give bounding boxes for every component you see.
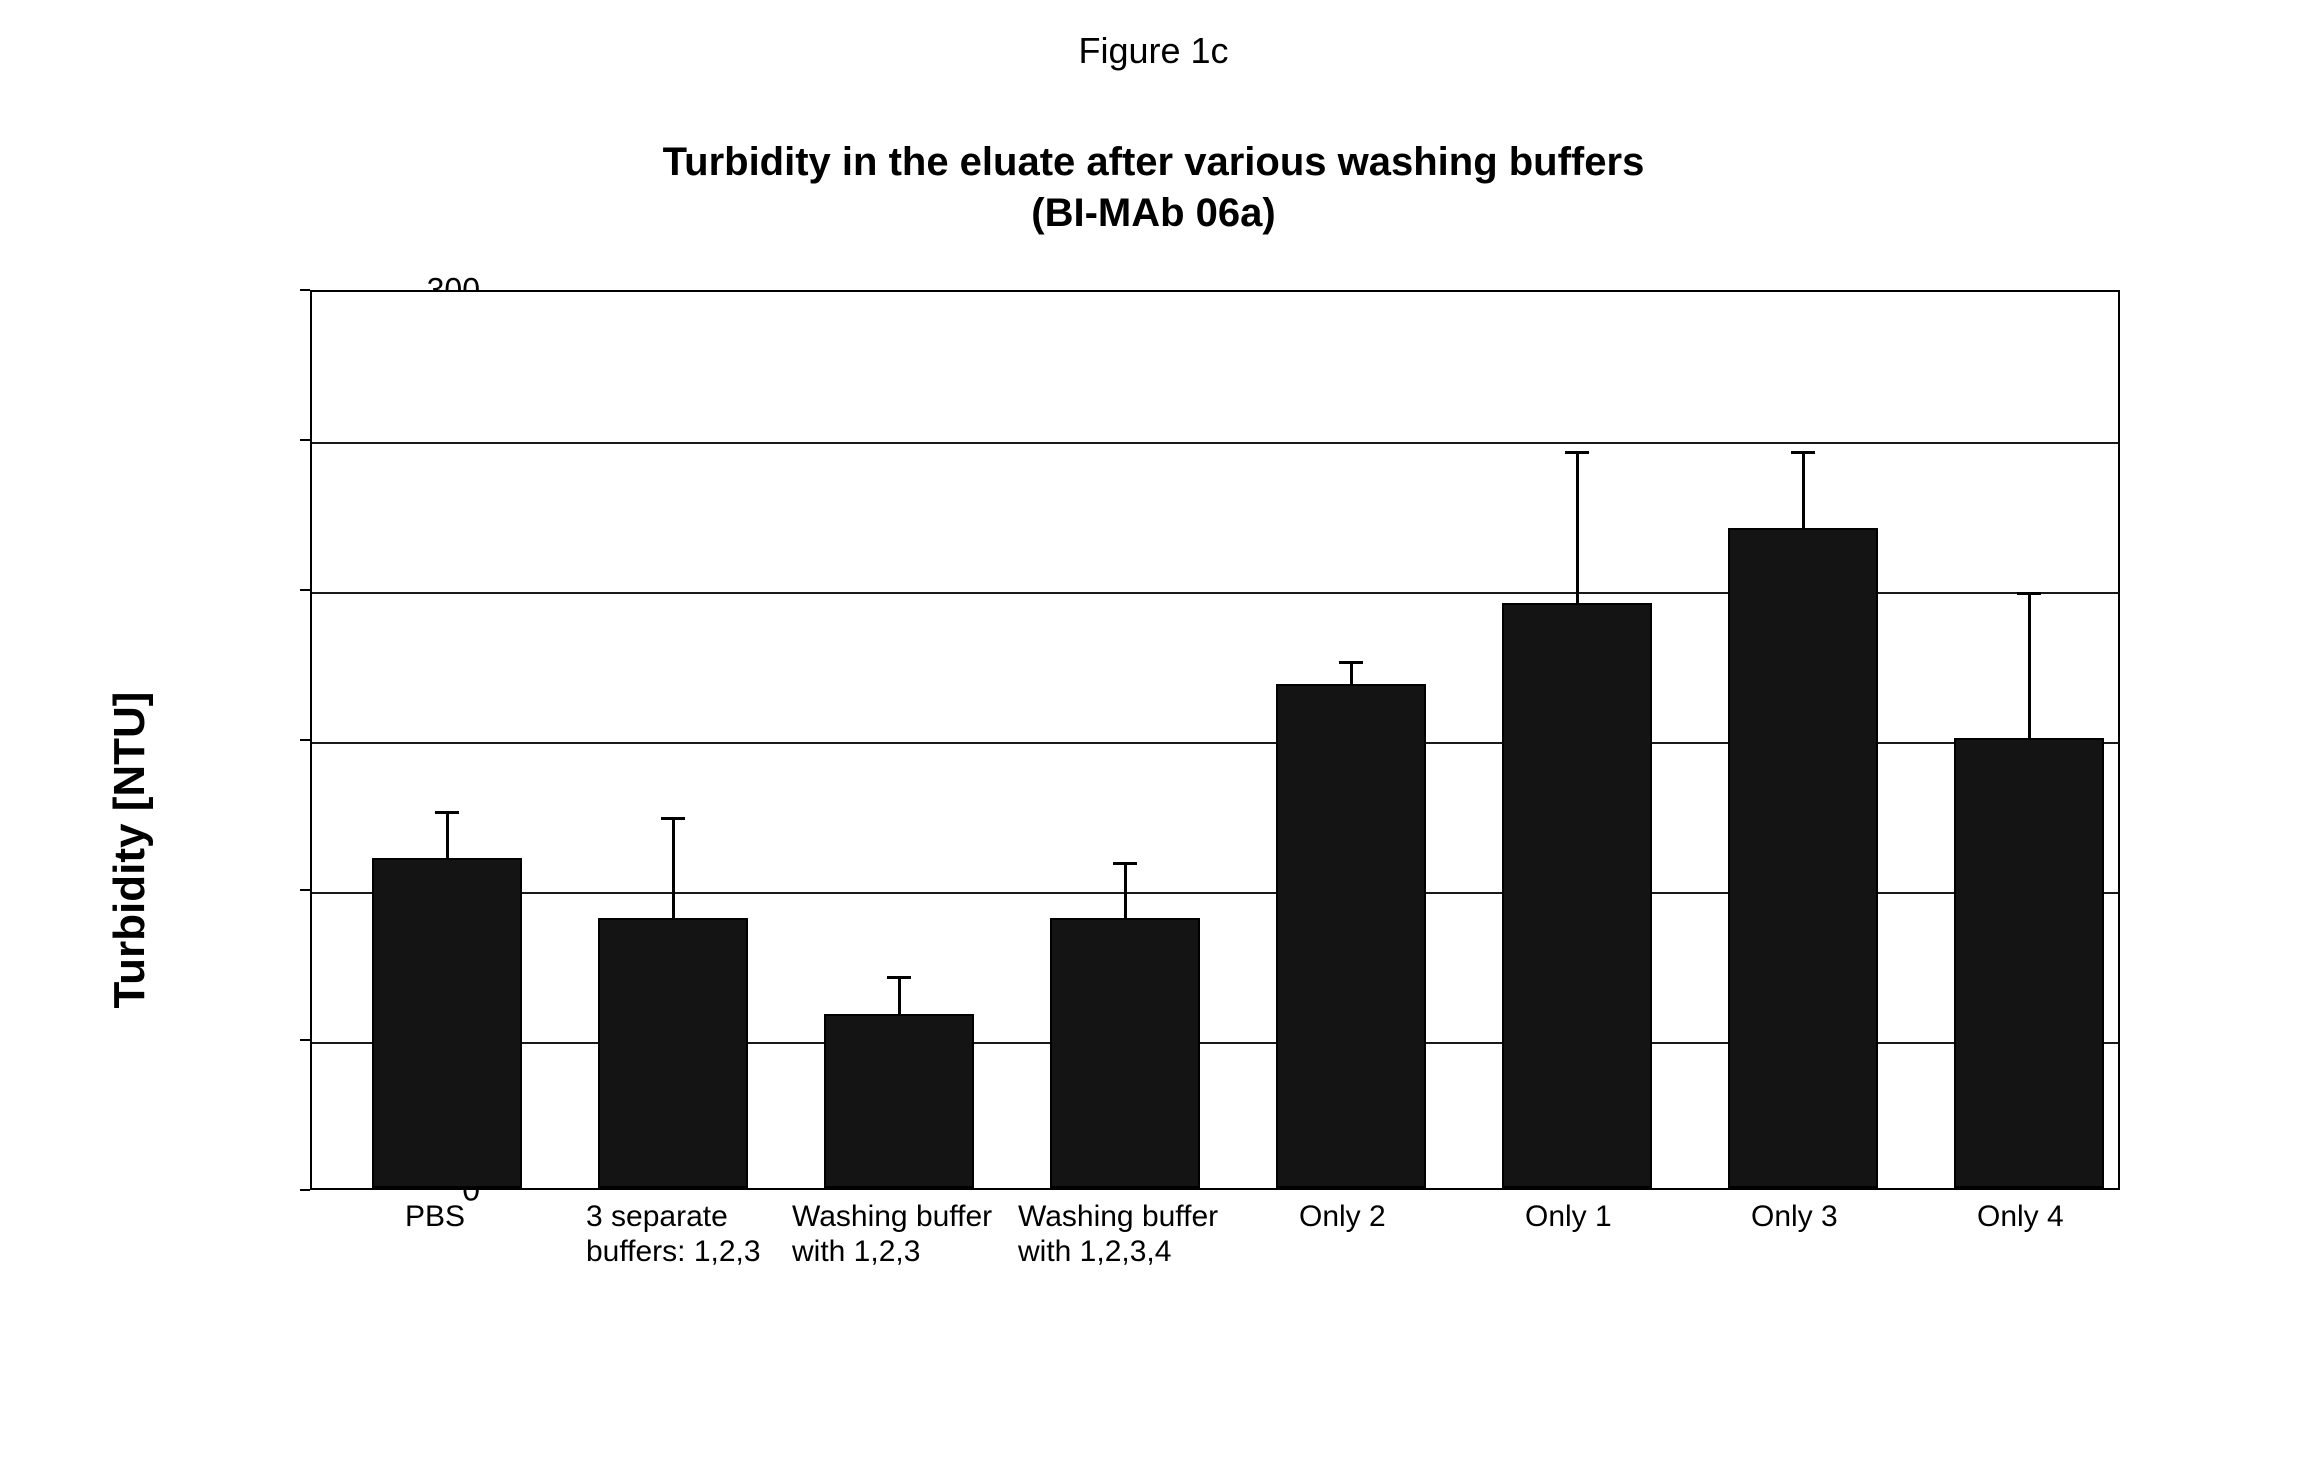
bar [1276, 684, 1426, 1188]
error-bar [446, 813, 449, 858]
error-bar [672, 819, 675, 918]
error-bar-cap [1113, 862, 1137, 865]
x-tick-label: Washing bufferwith 1,2,3,4 [1018, 1200, 1218, 1269]
error-bar [1576, 453, 1579, 603]
error-bar-cap [887, 976, 911, 979]
error-bar-cap [435, 811, 459, 814]
y-tick-mark [300, 1189, 310, 1191]
bar [1728, 528, 1878, 1188]
error-bar [898, 978, 901, 1014]
bars-group [312, 292, 2118, 1188]
error-bar-cap [1565, 451, 1589, 454]
page: Figure 1c Turbidity in the eluate after … [0, 0, 2307, 1484]
y-tick-mark [300, 889, 310, 891]
plot-area [310, 290, 2120, 1190]
y-tick-mark [300, 1039, 310, 1041]
figure-label: Figure 1c [0, 30, 2307, 72]
bar [598, 918, 748, 1188]
x-tick-label: Only 3 [1751, 1200, 1838, 1235]
error-bar-cap [2017, 592, 2041, 595]
x-tick-label: Only 4 [1977, 1200, 2064, 1235]
error-bar [1350, 663, 1353, 684]
chart-title-line2: (BI-MAb 06a) [0, 191, 2307, 236]
error-bar-cap [661, 817, 685, 820]
error-bar-cap [1339, 661, 1363, 664]
turbidity-bar-chart: Turbidity [NTU] 050100150200250300 PBS3 … [200, 290, 2200, 1410]
x-tick-label: PBS [405, 1200, 465, 1235]
y-tick-mark [300, 589, 310, 591]
error-bar [1124, 864, 1127, 918]
x-tick-label: 3 separatebuffers: 1,2,3 [586, 1200, 761, 1269]
x-tick-label: Only 2 [1299, 1200, 1386, 1235]
error-bar-cap [1791, 451, 1815, 454]
bar [824, 1014, 974, 1188]
bar [1954, 738, 2104, 1188]
y-tick-mark [300, 289, 310, 291]
error-bar [2028, 594, 2031, 738]
y-tick-mark [300, 439, 310, 441]
x-tick-label: Only 1 [1525, 1200, 1612, 1235]
chart-title-line1: Turbidity in the eluate after various wa… [0, 140, 2307, 185]
bar [1050, 918, 1200, 1188]
chart-title: Turbidity in the eluate after various wa… [0, 140, 2307, 236]
bar [372, 858, 522, 1188]
x-tick-label: Washing bufferwith 1,2,3 [792, 1200, 992, 1269]
y-tick-mark [300, 739, 310, 741]
bar [1502, 603, 1652, 1188]
y-axis-label: Turbidity [NTU] [105, 692, 155, 1009]
error-bar [1802, 453, 1805, 528]
